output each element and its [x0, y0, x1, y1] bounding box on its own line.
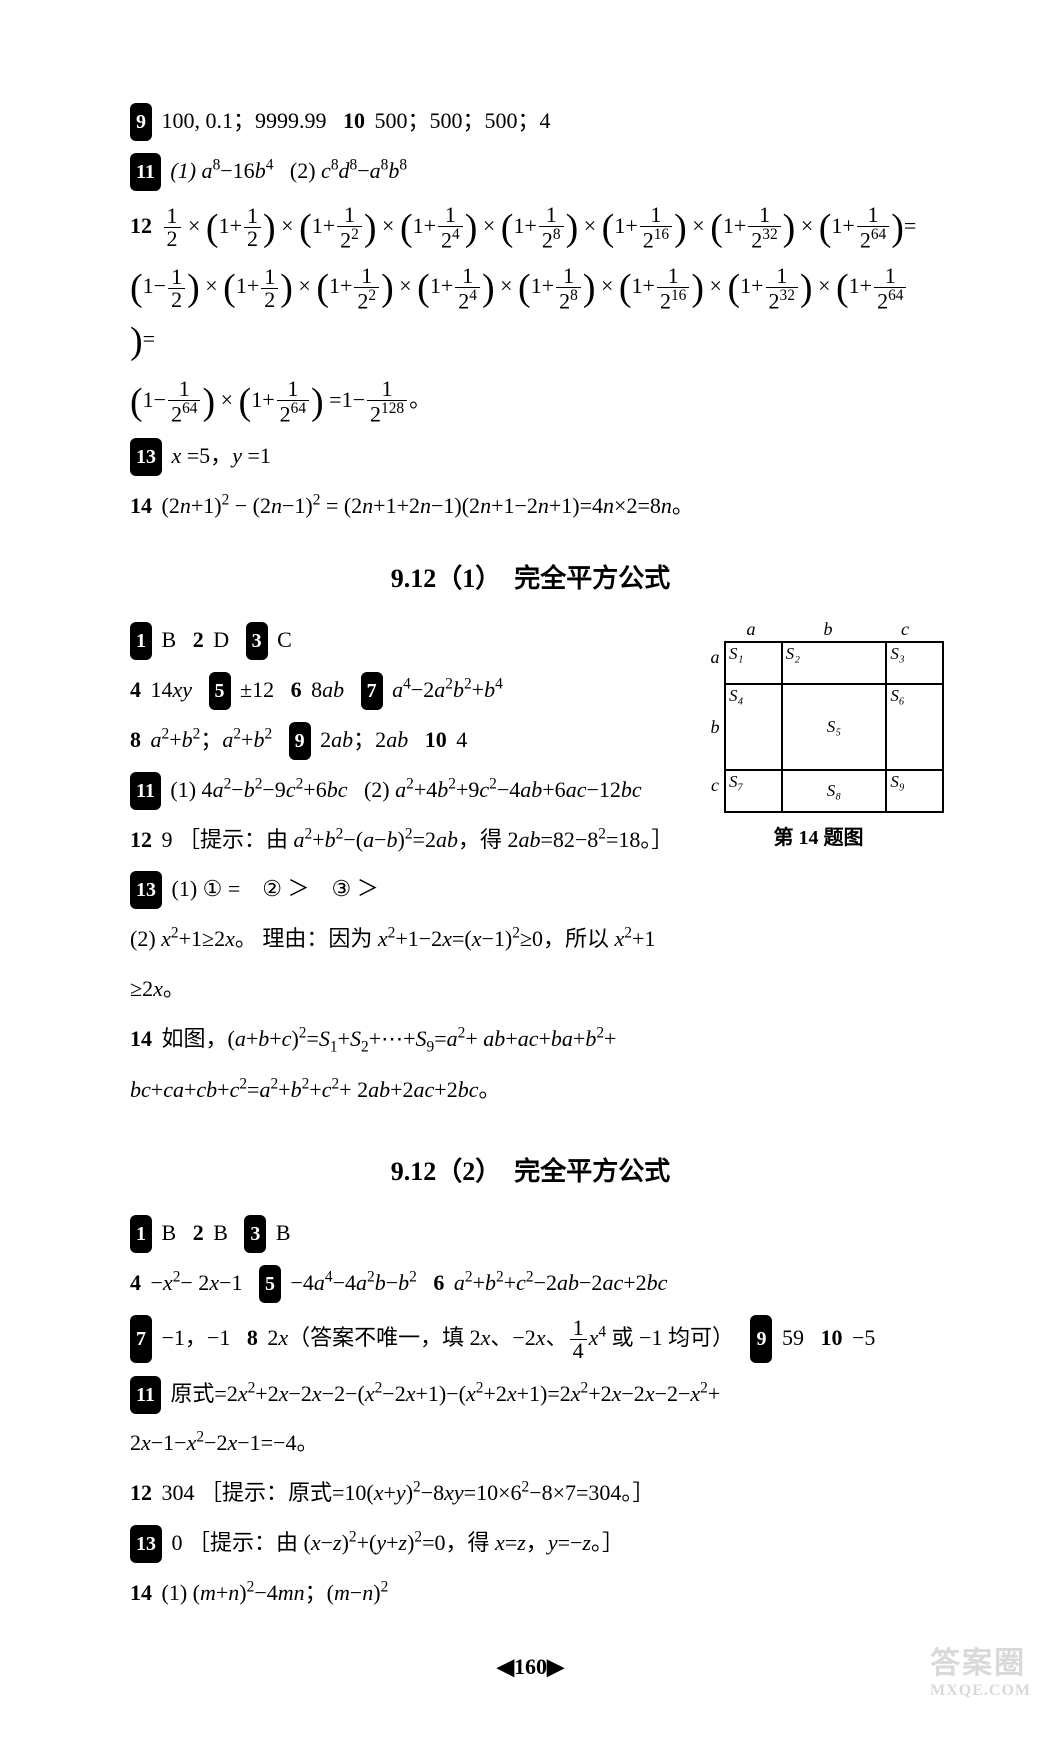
answer-line: 11 (1) a8−16b4 (2) c8d8−a8b8 — [130, 150, 931, 192]
qnum-badge: 11 — [130, 153, 161, 191]
answer-text: 100, 0.1；9999.99 — [162, 108, 327, 133]
answer-line: 14 (1) (m+n)2−4mn；(m−n)2 — [130, 1572, 931, 1614]
qnum: 10 — [343, 108, 365, 133]
qnum: 14 — [130, 493, 152, 518]
answer-line: 4 −x2− 2x−1 5 −4a4−4a2b−b2 6 a2+b2+c2−2a… — [130, 1262, 931, 1304]
section-title: 9.12（1） 完全平方公式 — [130, 558, 931, 595]
answer-line: (2) x2+1≥2x。 理由：因为 x2+1−2x=(x−1)2≥0，所以 x… — [130, 918, 696, 960]
page: 9 100, 0.1；9999.99 10 500；500；500；4 11 (… — [130, 100, 931, 1680]
answer-line-q12a: 12 12 × (1+12) × (1+122) × (1+124) × (1+… — [130, 200, 931, 253]
answer-line-q12c: (1−1264) × (1+1264) =1−12128。 — [130, 374, 931, 427]
figure-caption: 第 14 题图 — [706, 821, 931, 850]
qnum: 12 — [130, 213, 152, 238]
answer-text: 500；500；500；4 — [375, 108, 551, 133]
answer-line: 9 100, 0.1；9999.99 10 500；500；500；4 — [130, 100, 931, 142]
section-title: 9.12（2） 完全平方公式 — [130, 1151, 931, 1188]
answer-line: 11 (1) 4a2−b2−9c2+6bc (2) a2+4b2+9c2−4ab… — [130, 769, 696, 811]
answer-line: 12 304 ［提示：原式=10(x+y)2−8xy=10×62−8×7=304… — [130, 1472, 931, 1514]
answer-line-q12b: (1−12) × (1+12) × (1+122) × (1+124) × (1… — [130, 260, 931, 366]
answer-line: 13 (1) ① = ② ＞ ③ ＞ — [130, 868, 696, 910]
answer-line: bc+ca+cb+c2=a2+b2+c2+ 2ab+2ac+2bc。 — [130, 1069, 696, 1111]
answer-line: 14 (2n+1)2 − (2n−1)2 = (2n+1+2n−1)(2n+1−… — [130, 485, 931, 527]
answer-line: 2x−1−x2−2x−1=−4。 — [130, 1422, 931, 1464]
figure-grid: S₁ S₂ S₃ S₄ S₅ S₆ S₇ S₈ S₉ — [724, 641, 944, 813]
watermark: 答案圈 MXQE.COM — [930, 1638, 1031, 1700]
answer-line: 14 如图，(a+b+c)2=S1+S2+⋯+S9=a2+ ab+ac+ba+b… — [130, 1018, 696, 1062]
answer-line: 13 0 ［提示：由 (x−z)2+(y+z)2=0，得 x=z，y=−z。］ — [130, 1522, 931, 1564]
answer-line: 8 a2+b2；a2+b2 9 2ab；2ab 10 4 — [130, 719, 696, 761]
answer-line: 13 x =5，y =1 — [130, 435, 931, 477]
answer-line: 12 9 ［提示：由 a2+b2−(a−b)2=2ab，得 2ab=82−82=… — [130, 819, 696, 861]
answer-line: 1 B 2 D 3 C — [130, 619, 696, 661]
answer-line: ≥2x。 — [130, 968, 696, 1010]
answer-line: 1 B 2 B 3 B — [130, 1212, 931, 1254]
answer-line: 7 −1，−1 8 2x（答案不唯一，填 2x、−2x、14x4 或 −1 均可… — [130, 1312, 931, 1365]
figure-q14: a b c a b c S₁ S₂ S₃ — [706, 619, 931, 850]
qnum-badge: 13 — [130, 438, 162, 476]
qnum-badge: 9 — [130, 103, 152, 141]
answer-line: 11 原式=2x2+2x−2x−2−(x2−2x+1)−(x2+2x+1)=2x… — [130, 1373, 931, 1415]
answer-line: 4 14xy 5 ±12 6 8ab 7 a4−2a2b2+b4 — [130, 669, 696, 711]
page-number: ◀160▶ — [130, 1654, 931, 1680]
